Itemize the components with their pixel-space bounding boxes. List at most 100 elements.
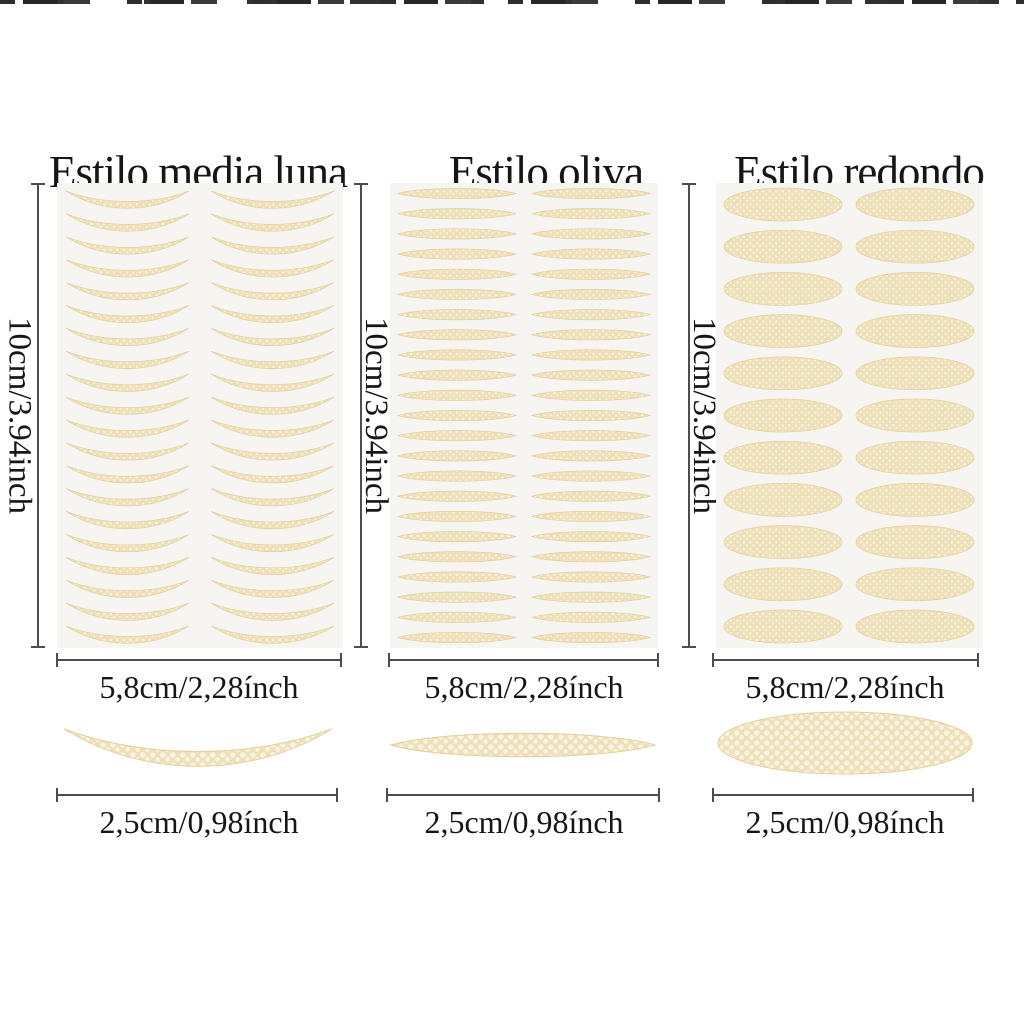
crescent-sticker: [210, 419, 335, 438]
olive-sticker: [530, 611, 652, 623]
oval-sticker-large: [717, 711, 973, 775]
height-size-label-media-luna: 10cm/3.94inch: [1, 316, 38, 515]
oval-sticker: [723, 272, 843, 306]
olive-sticker: [530, 470, 652, 482]
crescent-sticker: [65, 625, 190, 644]
oval-sticker: [723, 440, 843, 475]
crescent-sticker: [210, 259, 335, 278]
crescent-sticker: [210, 373, 335, 392]
oval-sheet-art: [723, 187, 975, 644]
cropped-text-edge: [0, 0, 1024, 4]
single-width-dimension-line-redondo: [712, 788, 974, 802]
olive-sticker: [530, 228, 652, 240]
oval-sticker: [723, 483, 843, 517]
crescent-sticker: [65, 442, 190, 461]
crescent-sticker: [210, 305, 335, 324]
crescent-sticker: [210, 511, 335, 530]
crescent-sticker: [210, 282, 335, 301]
sticker-sheet-oliva: [390, 183, 658, 648]
crescent-sticker: [65, 190, 190, 209]
crescent-sticker: [210, 534, 335, 553]
oval-sticker: [855, 187, 975, 222]
oval-sticker: [855, 567, 975, 602]
sheet-width-label-oliva: 5,8cm/2,28ínch: [424, 669, 624, 705]
olive-sticker: [396, 611, 518, 623]
olive-sticker: [396, 268, 518, 280]
crescent-sticker: [65, 465, 190, 484]
olive-sticker: [530, 531, 652, 543]
olive-sticker: [396, 248, 518, 260]
crescent-sticker: [210, 602, 335, 621]
olive-sheet-art: [396, 188, 652, 643]
oval-sticker: [723, 187, 843, 222]
oval-sticker: [723, 356, 843, 391]
olive-sticker: [396, 591, 518, 603]
olive-sticker: [396, 510, 518, 522]
oval-sticker: [855, 272, 975, 306]
crescent-sticker: [210, 213, 335, 232]
sheet-width-dimension-line-oliva: [388, 653, 659, 667]
oval-sticker: [723, 609, 843, 644]
crescent-sticker-large: [63, 728, 333, 767]
crescent-sticker: [65, 534, 190, 553]
olive-sticker: [530, 430, 652, 442]
height-size-label-oliva: 10cm/3.94inch: [358, 316, 394, 515]
sheet-width-label-media-luna: 5,8cm/2,28ínch: [99, 669, 299, 705]
crescent-sticker: [210, 328, 335, 347]
crescent-sticker: [65, 373, 190, 392]
olive-sticker: [530, 551, 652, 563]
olive-sticker: [396, 490, 518, 502]
oval-sticker: [855, 609, 975, 644]
crescent-sticker: [210, 190, 335, 209]
crescent-sticker: [210, 556, 335, 576]
olive-sticker: [396, 188, 518, 199]
olive-sticker: [396, 329, 518, 341]
oval-sticker: [855, 483, 975, 517]
olive-sticker: [530, 288, 652, 300]
sheet-width-dimension-line-redondo: [712, 653, 979, 667]
crescent-sticker: [65, 350, 190, 369]
oval-sticker: [855, 229, 975, 264]
crescent-sticker: [65, 396, 190, 415]
olive-sticker: [530, 490, 652, 502]
crescent-sticker: [210, 579, 335, 598]
crescent-sticker: [65, 579, 190, 598]
single-width-label-media-luna: 2,5cm/0,98ínch: [99, 804, 299, 840]
olive-sticker: [530, 188, 652, 199]
height-dimension-line-media-luna: [31, 183, 45, 648]
olive-sticker: [530, 410, 652, 421]
single-width-label-redondo: 2,5cm/0,98ínch: [745, 804, 945, 840]
crescent-sticker: [210, 236, 335, 255]
olive-sticker: [530, 349, 652, 361]
crescent-sticker: [65, 419, 190, 438]
single-width-dimension-line-media-luna: [56, 788, 338, 802]
single-sticker-redondo: [714, 710, 976, 776]
olive-sticker: [530, 389, 652, 401]
sheet-width-dimension-line-media-luna: [56, 653, 342, 667]
oval-sticker: [855, 398, 975, 433]
crescent-sticker: [210, 442, 335, 461]
oval-sticker: [855, 440, 975, 475]
olive-sticker: [396, 389, 518, 401]
crescent-sticker: [65, 511, 190, 530]
crescent-sticker: [65, 282, 190, 301]
olive-sticker: [396, 571, 518, 583]
olive-single-art: [389, 732, 657, 758]
single-sticker-media-luna: [60, 712, 336, 784]
olive-sticker: [530, 248, 652, 260]
crescent-sticker: [65, 602, 190, 621]
olive-sticker: [396, 410, 518, 421]
olive-sticker: [530, 591, 652, 603]
oval-sticker: [855, 356, 975, 391]
olive-sticker: [396, 551, 518, 563]
olive-sticker: [396, 531, 518, 543]
olive-sticker: [530, 632, 652, 643]
sheet-width-label-redondo: 5,8cm/2,28ínch: [745, 669, 945, 705]
olive-sticker: [396, 309, 518, 321]
olive-sticker: [530, 208, 652, 220]
oval-sticker: [723, 314, 843, 348]
crescent-sticker: [65, 556, 190, 576]
olive-sticker: [396, 369, 518, 381]
oval-sticker: [855, 314, 975, 348]
olive-sticker: [396, 632, 518, 643]
